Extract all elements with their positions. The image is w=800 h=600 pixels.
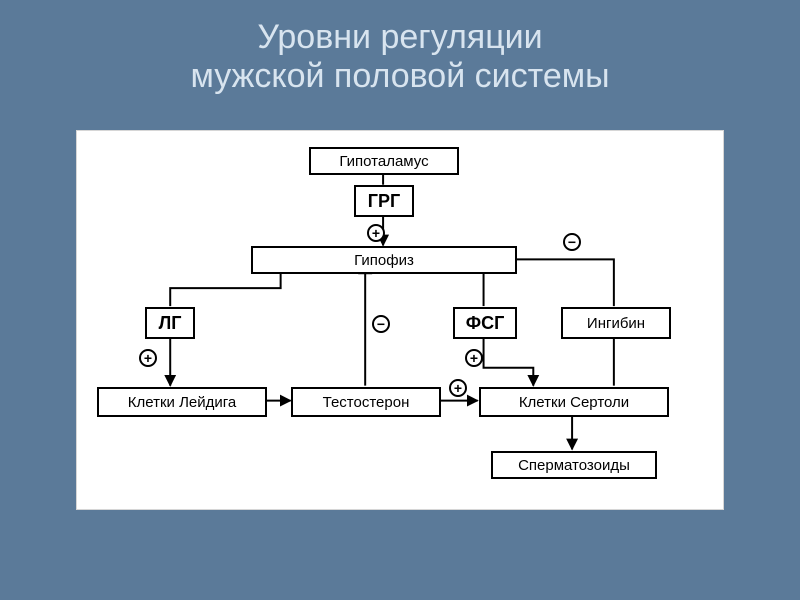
node-inhibin: Ингибин <box>561 307 671 339</box>
minus-sign: − <box>372 315 390 333</box>
node-leydig: Клетки Лейдига <box>97 387 267 417</box>
slide: Уровни регуляции мужской половой системы… <box>0 0 800 600</box>
plus-sign: + <box>449 379 467 397</box>
flowchart: Гипоталамус ГРГ Гипофиз ЛГ ФСГ Ингибин Клетки … <box>77 131 723 509</box>
node-lh: ЛГ <box>145 307 195 339</box>
plus-sign: + <box>139 349 157 367</box>
node-pituitary: Гипофиз <box>251 246 517 274</box>
node-grg: ГРГ <box>354 185 414 217</box>
page-title: Уровни регуляции мужской половой системы <box>0 0 800 96</box>
plus-sign: + <box>367 224 385 242</box>
diagram-panel: Гипоталамус ГРГ Гипофиз ЛГ ФСГ Ингибин Клетки … <box>76 130 724 510</box>
node-sertoli: Клетки Сертоли <box>479 387 669 417</box>
node-fsh: ФСГ <box>453 307 517 339</box>
node-testosterone: Тестостерон <box>291 387 441 417</box>
title-line-1: Уровни регуляции <box>257 18 542 56</box>
title-line-2: мужской половой системы <box>190 57 609 95</box>
node-hypothalamus: Гипоталамус <box>309 147 459 175</box>
plus-sign: + <box>465 349 483 367</box>
minus-sign: − <box>563 233 581 251</box>
node-sperm: Сперматозоиды <box>491 451 657 479</box>
